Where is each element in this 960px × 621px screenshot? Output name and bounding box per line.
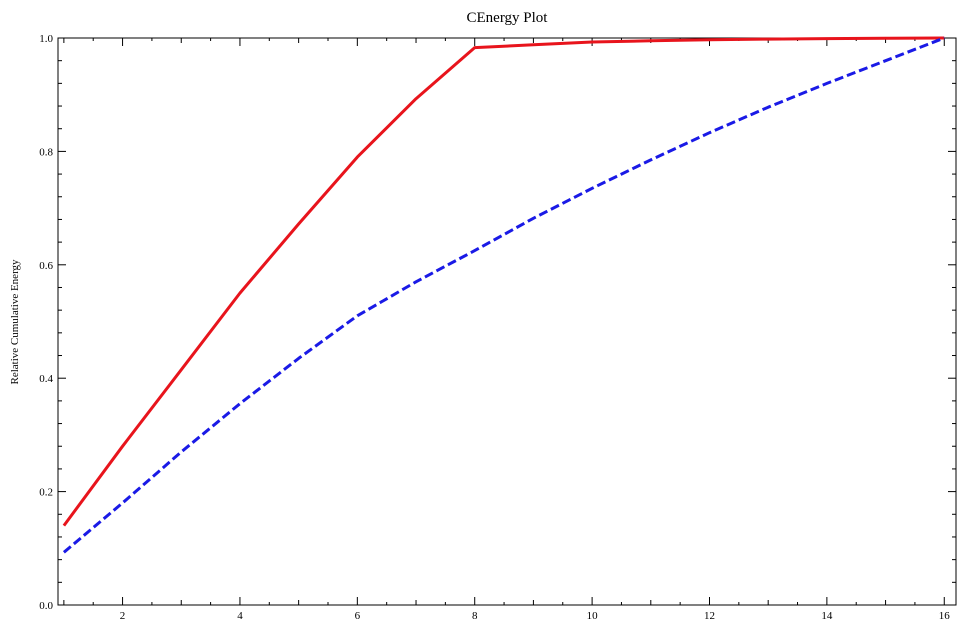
x-tick-label: 16 [939, 610, 951, 621]
series-line-2 [62, 36, 945, 554]
y-tick-label: 0.6 [39, 260, 53, 272]
x-tick-label: 6 [355, 610, 361, 621]
y-axis-label: Relative Cumulative Energy [9, 259, 21, 385]
x-tick-label: 10 [587, 610, 599, 621]
x-tick-label: 8 [472, 610, 478, 621]
x-tick-label: 4 [237, 610, 243, 621]
x-tick-label: 2 [120, 610, 126, 621]
y-tick-label: 0.0 [39, 600, 53, 612]
series-line-1 [62, 36, 945, 527]
x-tick-label: 12 [704, 610, 715, 621]
x-tick-label: 14 [821, 610, 833, 621]
plot-frame [57, 37, 957, 606]
y-tick-label: 0.8 [39, 146, 53, 158]
y-tick-label: 1.0 [39, 33, 53, 45]
y-tick-label: 0.2 [39, 487, 53, 499]
plot-area: 2 4 6 8 10 12 14 16 0.0 0.2 0.4 0.6 0.8 1.0 [39, 33, 957, 621]
y-tick-label: 0.4 [39, 373, 53, 385]
chart-title: CEnergy Plot [467, 10, 549, 26]
